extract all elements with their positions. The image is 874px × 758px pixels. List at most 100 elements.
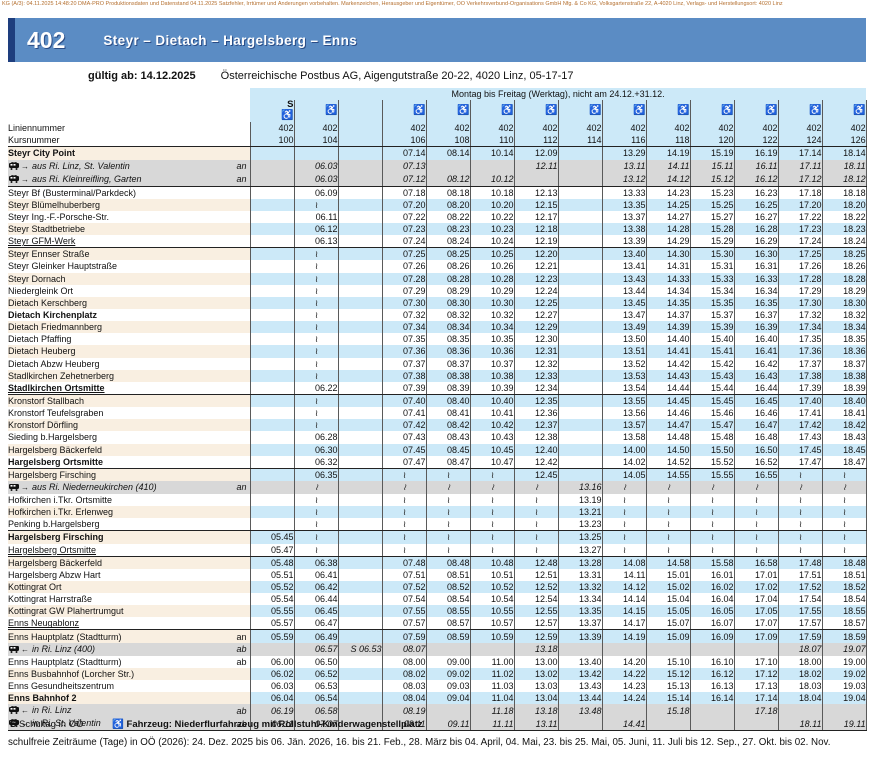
time-cell [338,717,383,732]
time-cell: 13.25 [558,530,603,544]
wheelchair-icon: ♿ [457,105,470,117]
timetable-row: Hofkirchen i.Tkr. Erlenweg ≀ ≀ ≀ ≀ ≀ 13.21 ≀ ≀ ≀ ≀… [8,506,867,519]
time-cell [250,407,295,420]
stop-name-cell: Niedergleink Ort [8,284,251,297]
time-cell: 17.42 [778,419,823,432]
time-cell: 12.55 [514,605,559,618]
time-cell: 07.43 [382,431,427,444]
time-cell: 18.43 [822,431,867,444]
time-cell [338,593,383,606]
time-cell: 07.36 [382,345,427,358]
time-cell [558,198,603,211]
time-cell: 17.24 [778,235,823,249]
timetable-row: Enns Gesundheitszentrum 06.03 06.53 08.03 09… [8,679,867,693]
period-header-spacer [8,88,250,101]
stop-name-cell: Kronstorf Teufelsgraben [8,407,251,420]
time-cell: 06.49 [294,629,339,643]
time-cell [250,247,295,261]
time-cell [338,407,383,420]
time-cell [338,605,383,618]
stop-name: Penking b.Hargelsberg [8,519,100,530]
time-cell: 08.25 [426,247,471,261]
time-cell: 15.19 [690,146,735,160]
pass-through-mark: ≀ [426,530,471,544]
stop-name-cell: Steyr Ennser Straße [8,247,251,261]
time-cell: 07.07 [294,717,339,732]
pass-through-mark: ≀ [822,530,867,544]
line-number-value: 402 [602,122,647,135]
time-cell: 13.31 [558,568,603,581]
time-cell [602,704,647,718]
time-cell: 16.11 [734,159,779,173]
time-cell: 19.11 [822,717,867,732]
time-cell [338,617,383,631]
time-cell: 06.45 [294,605,339,618]
timetable-row: Steyr Dornach ≀ 07.28 08.28 10.28 12.23 13.43 1… [8,272,867,285]
time-cell: 17.45 [778,443,823,456]
time-cell [338,704,383,718]
pass-through-mark: ≀ [514,506,559,519]
time-cell: 14.12 [602,580,647,594]
time-cell: 10.38 [470,369,515,382]
school-holidays-note: schulfreie Zeiträume (Tage) in OÖ (2026)… [8,737,831,748]
time-cell [338,235,383,249]
pass-through-mark: ≀ [734,518,779,532]
time-cell: 12.21 [514,260,559,273]
time-cell: 14.34 [646,284,691,297]
time-cell: 06.30 [294,443,339,456]
column-icon-cell: ♿ [602,100,647,123]
time-cell: 08.51 [426,568,471,581]
pass-through-mark: ≀ [382,468,427,481]
time-cell: 13.12 [602,172,647,187]
pass-through-mark: ≀ [646,543,691,557]
time-cell: 05.57 [250,617,295,631]
time-cell: 07.52 [382,580,427,594]
time-cell: 14.23 [602,679,647,693]
stop-name: Dietach Friedmannberg [8,322,103,333]
time-cell: 12.34 [514,381,559,395]
train-icon [8,174,20,186]
school-day-symbol: S [10,719,17,730]
time-cell: 13.53 [602,369,647,382]
time-cell: 14.47 [646,419,691,432]
stop-name-cell: Dietach Kerschberg [8,296,251,309]
time-cell: 17.32 [778,308,823,322]
time-cell [250,284,295,297]
time-cell [338,394,383,408]
time-cell: 10.34 [470,321,515,334]
pass-through-mark: ≀ [822,506,867,519]
time-cell: 17.40 [778,394,823,408]
time-cell: 12.29 [514,321,559,334]
stop-name-cell: Steyr Gleinker Hauptstraße [8,260,251,273]
time-cell: 14.23 [646,186,691,199]
pass-through-mark: ≀ [514,530,559,544]
time-cell: 08.02 [382,667,427,680]
line-number-value: 402 [690,122,735,135]
course-number-value: 112 [514,134,559,148]
time-cell [690,642,735,656]
accessibility-icon-row: S ♿ ♿ ♿ ♿ ♿ ♿ ♿ ♿ ♿ ♿ ♿ ♿ ♿ [8,100,867,123]
stop-name-cell: Steyr Blümelhuberberg [8,198,251,211]
time-cell: 14.30 [646,247,691,261]
time-cell: 06.57 [294,642,339,656]
time-cell [250,480,295,494]
time-cell: 13.58 [602,431,647,444]
wheelchair-icon: ♿ [325,105,338,117]
time-cell: 15.47 [690,419,735,432]
pass-through-mark: ≀ [294,333,339,346]
time-cell [426,642,471,656]
time-cell: 13.38 [602,222,647,236]
timetable-row: Dietach Kirchenplatz ≀ 07.32 08.32 10.32 12.2… [8,308,867,322]
pass-through-mark: ≀ [294,345,339,358]
time-cell: 14.55 [646,468,691,481]
pass-through-mark: ≀ [822,480,867,494]
stop-name-cell: Steyr Dornach [8,272,251,285]
time-cell: 08.45 [426,443,471,456]
time-cell: 19.03 [822,679,867,693]
timetable-row: Enns Hauptplatz (Stadtturm) ab 06.00 06.50 0… [8,655,867,668]
time-cell: 13.35 [602,198,647,211]
time-cell: 15.39 [690,321,735,334]
pass-through-mark: ≀ [514,518,559,532]
time-cell: 16.04 [690,593,735,606]
